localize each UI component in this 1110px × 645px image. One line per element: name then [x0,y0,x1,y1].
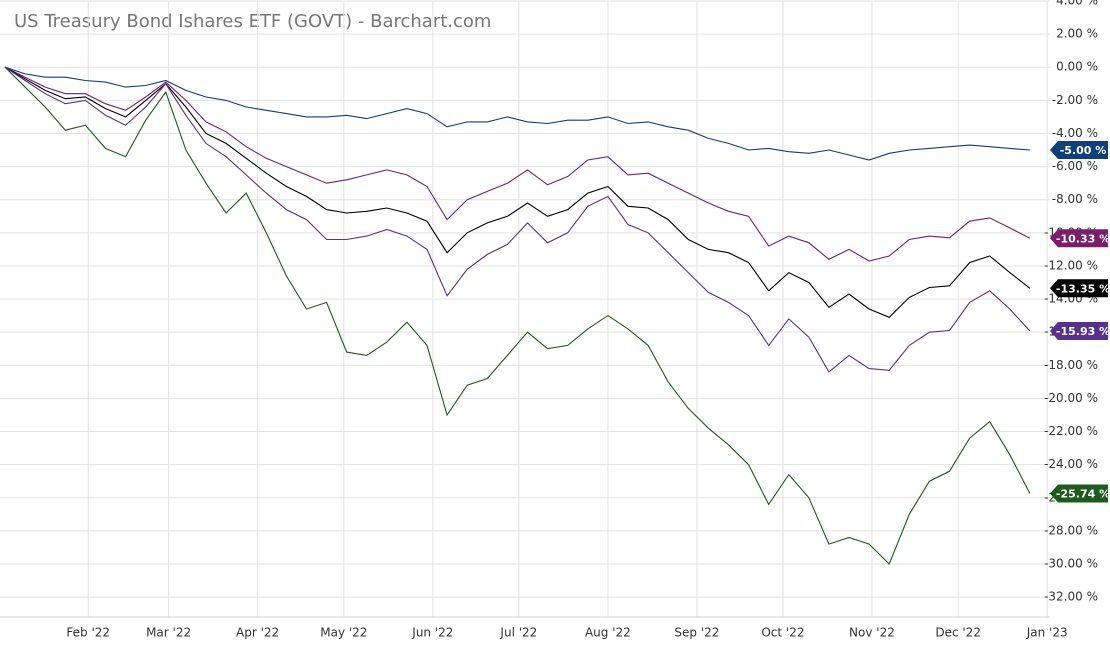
end-label: -15.93 % [1056,325,1110,338]
end-label: -5.00 % [1060,144,1107,157]
y-tick-label: 4.00 % [1056,0,1098,8]
y-tick-label: -4.00 % [1052,126,1098,140]
x-tick-label: Aug '22 [585,626,631,640]
x-tick-label: Nov '22 [849,626,895,640]
x-tick-label: May '22 [320,626,367,640]
x-tick-label: Jun '22 [411,626,453,640]
y-tick-label: -24.00 % [1044,457,1098,471]
y-tick-label: -6.00 % [1052,159,1098,173]
x-tick-label: Dec '22 [935,626,981,640]
y-tick-label: -8.00 % [1052,192,1098,206]
y-tick-label: -28.00 % [1044,523,1098,537]
x-tick-label: Apr '22 [236,626,279,640]
end-badge [1050,279,1108,298]
series-line [4,66,1031,318]
series-line [4,66,1031,565]
x-tick-label: Oct '22 [761,626,804,640]
end-badge [1050,322,1108,341]
series-line [4,66,1031,262]
y-tick-label: -12.00 % [1044,258,1098,272]
y-tick-label: -2.00 % [1052,93,1098,107]
end-label: -13.35 % [1056,282,1110,295]
end-label: -10.33 % [1056,232,1110,245]
x-tick-label: Mar '22 [146,626,191,640]
x-tick-label: Feb '22 [66,626,110,640]
end-badge [1050,141,1108,160]
x-tick-label: Sep '22 [674,626,719,640]
end-badge [1050,484,1108,503]
chart-title: US Treasury Bond Ishares ETF (GOVT) - Ba… [14,11,491,32]
end-badge [1050,229,1108,248]
series-line [4,66,1031,373]
x-tick-label: Jul '22 [499,626,537,640]
y-tick-label: -30.00 % [1044,557,1098,571]
grid [0,0,1050,617]
y-tick-label: -32.00 % [1044,590,1098,604]
y-tick-label: -18.00 % [1044,358,1098,372]
y-tick-label: -22.00 % [1044,424,1098,438]
y-tick-label: -20.00 % [1044,391,1098,405]
y-tick-label: 2.00 % [1056,27,1098,41]
series-line [4,66,1030,161]
end-label: -25.74 % [1056,487,1110,500]
x-tick-label: Jan '23 [1026,626,1068,640]
y-tick-label: 0.00 % [1056,60,1098,74]
